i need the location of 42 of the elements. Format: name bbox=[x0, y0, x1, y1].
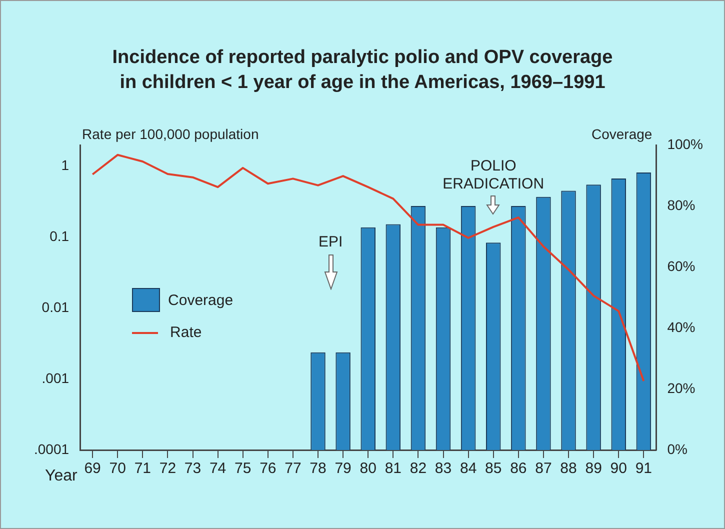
x-tick-label: 81 bbox=[384, 460, 402, 478]
x-tick-label: 73 bbox=[184, 460, 202, 478]
x-tick-label: 88 bbox=[560, 460, 577, 478]
x-tick-label: 85 bbox=[485, 460, 502, 478]
x-tick-label: 87 bbox=[535, 460, 552, 478]
annotation: POLIO ERADICATION bbox=[442, 157, 544, 192]
x-tick-label: 76 bbox=[260, 460, 276, 478]
x-tick-label: 71 bbox=[134, 460, 152, 478]
x-tick-label: 86 bbox=[510, 460, 527, 478]
x-tick-label: 89 bbox=[585, 460, 602, 478]
x-tick-label: 69 bbox=[84, 460, 101, 478]
legend-label: Coverage bbox=[168, 292, 234, 309]
x-tick-label: 91 bbox=[635, 460, 652, 478]
x-tick-label: 83 bbox=[434, 460, 452, 478]
y2-tick-label: 100% bbox=[667, 136, 704, 152]
y2-tick-label: 40% bbox=[667, 318, 696, 335]
y-axis-title: Rate per 100,000 population bbox=[82, 126, 259, 142]
y2-tick-label: 60% bbox=[667, 258, 696, 274]
annotation: EPI bbox=[318, 234, 343, 251]
y-tick-label: 0.01 bbox=[42, 299, 70, 316]
x-tick-label: 90 bbox=[610, 460, 627, 478]
x-tick-label: 78 bbox=[310, 460, 326, 478]
x-tick-label: 82 bbox=[410, 460, 427, 478]
x-tick-label: 75 bbox=[234, 460, 252, 478]
y-tick-label: .001 bbox=[42, 370, 70, 386]
y-tick-label: .0001 bbox=[34, 440, 70, 457]
x-tick-label: 84 bbox=[460, 460, 477, 478]
y-tick-label: 0.1 bbox=[50, 228, 70, 244]
x-tick-label: 79 bbox=[334, 460, 352, 478]
legend-label: Rate bbox=[170, 324, 202, 342]
chart-title: Incidence of reported paralytic polio and OPV coverage in children < 1 year of age in the Americas, 1969–1991 bbox=[111, 46, 614, 95]
x-tick-label: 70 bbox=[109, 460, 126, 478]
y2-tick-label: 0% bbox=[667, 440, 688, 457]
x-tick-label: 80 bbox=[360, 460, 376, 478]
y2-tick-label: 80% bbox=[667, 196, 696, 213]
x-tick-label: 77 bbox=[284, 460, 302, 478]
y2-axis-title: Coverage bbox=[591, 126, 652, 142]
x-axis-title: Year bbox=[45, 467, 78, 484]
y2-tick-label: 20% bbox=[667, 380, 696, 396]
y-tick-label: 1 bbox=[61, 157, 70, 174]
x-tick-label: 74 bbox=[209, 460, 226, 478]
x-tick-label: 72 bbox=[159, 460, 176, 478]
